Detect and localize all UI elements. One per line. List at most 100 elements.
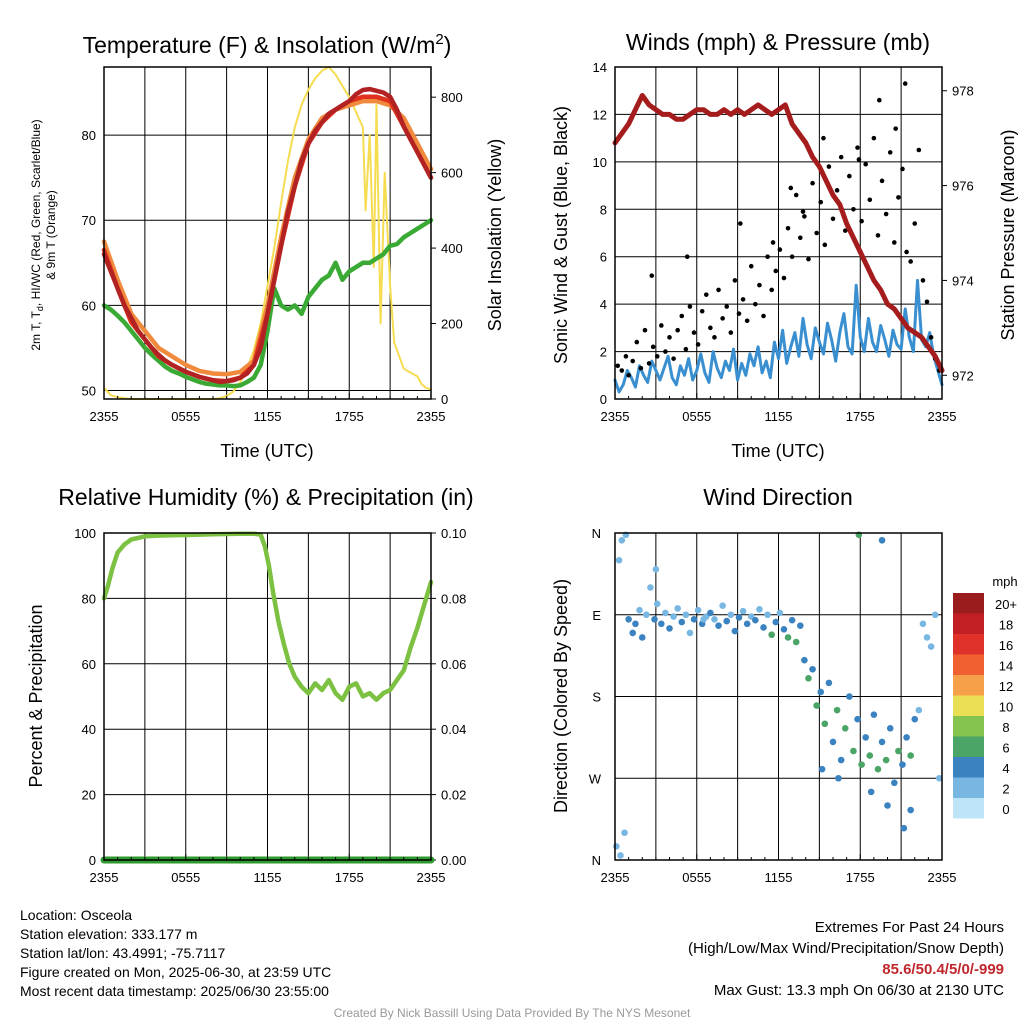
- gust-point: [879, 178, 885, 184]
- direction-point: [760, 624, 767, 631]
- legend-label: 0: [1002, 802, 1009, 817]
- winds-ytick-label: 8: [600, 202, 607, 217]
- legend-swatch: [953, 757, 984, 778]
- direction-point: [835, 774, 842, 782]
- gust-point: [753, 301, 758, 307]
- gust-point: [785, 225, 791, 231]
- direction-point: [825, 679, 833, 687]
- direction-xtick-label: 1155: [765, 870, 793, 885]
- direction-point: [784, 634, 792, 641]
- gust-point: [851, 206, 856, 212]
- temperature-ytick-label: 60: [82, 298, 96, 313]
- direction-point: [903, 734, 910, 741]
- humidity-y2tick-label: 0.04: [441, 722, 466, 737]
- direction-xtick-label: 0555: [682, 870, 711, 885]
- legend-title: mph: [992, 574, 1017, 589]
- direction-point: [907, 752, 914, 759]
- direction-point: [854, 715, 861, 723]
- direction-point: [768, 631, 775, 639]
- gust-point: [708, 325, 713, 331]
- gust-point: [887, 150, 893, 155]
- direction-point: [841, 724, 849, 732]
- direction-ytick-label: N: [592, 526, 601, 541]
- gust-point: [770, 240, 776, 245]
- direction-point: [651, 615, 658, 623]
- direction-point: [866, 752, 874, 759]
- gust-point: [920, 278, 926, 283]
- winds-ytick-label: 2: [600, 345, 607, 360]
- temperature-xtick-label: 2355: [90, 409, 119, 424]
- humidity-y2tick-label: 0.10: [441, 526, 466, 541]
- humidity-ytick-label: 40: [82, 722, 96, 737]
- direction-point: [674, 605, 681, 612]
- legend-label: 14: [999, 659, 1013, 674]
- gust-point: [847, 173, 852, 179]
- humidity-line: [101, 531, 434, 703]
- gust-point: [650, 344, 656, 350]
- direction-point: [719, 602, 726, 609]
- gust-point: [830, 216, 836, 222]
- legend-swatch: [953, 716, 984, 737]
- direction-point: [850, 747, 857, 755]
- gust-point: [916, 147, 922, 153]
- humidity-y2tick-label: 0.06: [441, 657, 466, 672]
- gust-point: [667, 335, 672, 340]
- direction-point: [788, 616, 796, 624]
- winds-y2tick-label: 976: [952, 179, 974, 194]
- direction-point: [615, 556, 623, 564]
- direction-point: [694, 606, 702, 614]
- direction-point: [780, 625, 788, 633]
- temperature-chart-title: Temperature (F) & Insolation (W/m2): [83, 31, 452, 58]
- legend-label: 20+: [995, 597, 1017, 612]
- direction-point: [895, 747, 902, 755]
- gust-point: [908, 259, 913, 264]
- legend-swatch: [953, 675, 984, 696]
- direction-point: [756, 606, 763, 613]
- direction-point: [891, 779, 898, 787]
- station-latlon: Station lat/lon: 43.4991; -75.7117: [20, 945, 226, 961]
- winds-y2tick-label: 974: [952, 273, 974, 288]
- gust-point: [615, 363, 621, 369]
- gust-point: [663, 349, 668, 354]
- direction-point: [911, 715, 919, 723]
- temperature-ylabel-2: & 9m T (Orange): [44, 190, 58, 280]
- direction-point: [858, 761, 865, 768]
- gust-point: [623, 354, 629, 359]
- direction-point: [813, 702, 820, 709]
- winds-xtick-label: 1755: [846, 409, 875, 424]
- direction-point: [638, 634, 646, 641]
- direction-point: [919, 620, 927, 628]
- gust-point: [703, 292, 709, 297]
- gust-point: [798, 235, 803, 241]
- humidity-ytick-label: 0: [89, 853, 96, 868]
- gust-point: [912, 221, 918, 226]
- direction-point: [764, 611, 771, 619]
- temperature-2m-line: [101, 86, 434, 385]
- direction-point: [613, 843, 620, 850]
- gust-point: [649, 273, 655, 278]
- gust-point: [855, 145, 860, 150]
- temperature-xtick-label: 2355: [417, 409, 446, 424]
- direction-point: [647, 584, 654, 591]
- direction-point: [678, 618, 686, 626]
- direction-point: [821, 720, 829, 728]
- gust-point: [744, 318, 750, 324]
- gust-point: [646, 361, 652, 366]
- gust-point: [818, 199, 824, 205]
- temperature-ytick-label: 70: [82, 213, 96, 228]
- winds-ytick-label: 12: [593, 107, 607, 122]
- temperature-y2tick-label: 800: [441, 90, 463, 105]
- winds-xtick-label: 0555: [682, 409, 711, 424]
- legend-label: 16: [999, 638, 1013, 653]
- direction-point: [792, 638, 800, 646]
- temperature-xtick-label: 0555: [171, 409, 200, 424]
- station-elevation: Station elevation: 333.177 m: [20, 926, 198, 942]
- direction-point: [817, 688, 825, 696]
- gust-point: [834, 188, 840, 193]
- humidity-chart-title: Relative Humidity (%) & Precipitation (i…: [58, 484, 473, 510]
- legend-swatch: [953, 593, 984, 614]
- gust-point: [720, 316, 725, 321]
- direction-xtick-label: 2355: [601, 870, 630, 885]
- gust-point: [712, 335, 717, 340]
- direction-ytick-label: N: [592, 853, 601, 868]
